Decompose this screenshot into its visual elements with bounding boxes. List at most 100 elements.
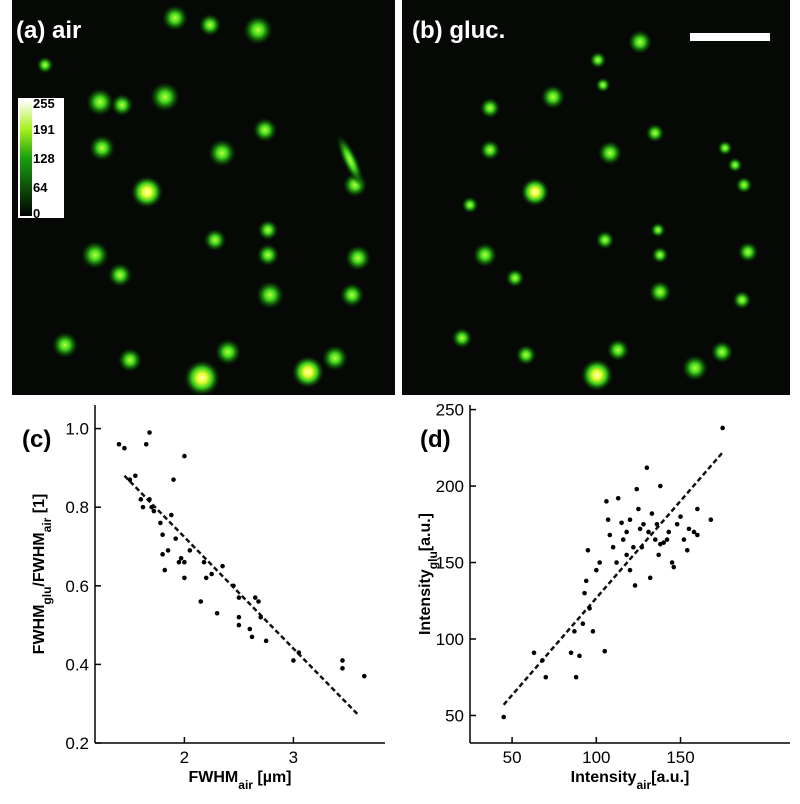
spot [36,56,54,74]
data-point [641,521,646,527]
data-point [577,653,582,659]
spot [214,338,242,366]
spot [255,280,285,310]
spot [291,355,325,389]
data-point [615,495,621,501]
spot [203,228,227,252]
y-tick-label: 150 [436,554,464,573]
data-point [143,442,149,447]
data-point [247,626,253,632]
data-point [203,575,209,581]
data-point [568,650,574,656]
axis-label-part: [1] [31,494,48,518]
axis-label: Intensityair[a.u.] [571,769,690,792]
data-point [182,559,187,565]
data-point [644,465,650,471]
data-point [583,578,589,584]
data-point [531,650,537,656]
data-point [658,483,663,489]
data-point [654,521,660,527]
data-point [198,599,204,604]
data-point [582,590,587,596]
data-point [147,497,152,502]
axis-label: Intensityglu[a.u.] [417,513,440,635]
data-point [587,606,592,611]
data-point [249,634,255,640]
colorbar-tick-label: 128 [33,151,55,166]
spot [650,222,666,238]
data-point [173,536,178,541]
data-point [187,548,193,553]
data-point [258,614,264,620]
data-point [669,560,675,565]
x-tick-label: 50 [503,748,522,767]
spot [651,246,669,264]
data-point [631,544,636,550]
data-point [540,658,545,663]
data-point [176,559,182,565]
y-tick-label: 0.8 [65,498,89,517]
spot [595,77,611,93]
spot [648,280,672,304]
spot [472,242,498,268]
spot [51,331,79,359]
data-point [678,514,683,519]
y-tick-label: 50 [445,706,464,725]
spot [735,176,753,194]
data-point [138,497,144,502]
colorbar [20,100,32,216]
axis-label-part: [a.u.] [651,769,689,786]
axis-label-part: [µm] [253,769,292,786]
panel-label: (a) air [16,17,81,44]
data-point [236,595,242,600]
spot [161,4,189,32]
data-point [149,504,154,510]
fit-line [502,451,724,706]
data-point [178,555,184,561]
fit-line [123,474,360,717]
data-point [236,622,242,628]
data-point [340,658,345,663]
data-point [127,477,133,482]
data-point [573,674,579,680]
spot [597,140,623,166]
data-point [182,453,187,459]
spot [520,177,550,207]
data-point [674,521,680,527]
axis-label-part: [a.u.] [417,513,434,551]
data-point [686,526,692,532]
data-point [594,567,599,573]
data-point [607,532,613,538]
panel-label: (b) gluc. [412,17,505,44]
data-point [585,547,591,553]
data-point [637,526,643,532]
data-point [231,583,236,589]
data-point [627,517,633,523]
data-point [708,517,714,523]
data-point [147,430,152,435]
axis-label-part: Intensity [417,569,434,635]
spot [595,230,615,250]
y-tick-label: 1.0 [65,420,89,439]
spot [88,134,116,162]
data-point [165,548,171,553]
data-point [158,520,163,526]
spot [710,340,734,364]
y-tick-label: 0.4 [65,655,89,674]
data-point [590,629,596,634]
data-point [639,544,645,550]
axis-label-part: air [40,517,54,532]
spot [198,13,222,37]
y-tick-label: 200 [436,477,464,496]
spot [252,117,278,143]
colorbar-ticks: 255 191 128 64 0 [33,96,55,221]
colorbar-tick-label: 255 [33,96,55,111]
data-point [214,611,220,616]
data-point [681,537,687,542]
image-a [12,0,395,395]
panel-label: (c) [22,426,51,453]
colorbar-tick-label: 0 [33,206,40,221]
data-point [604,499,609,504]
x-tick-label: 150 [666,748,694,767]
spot [627,29,653,55]
